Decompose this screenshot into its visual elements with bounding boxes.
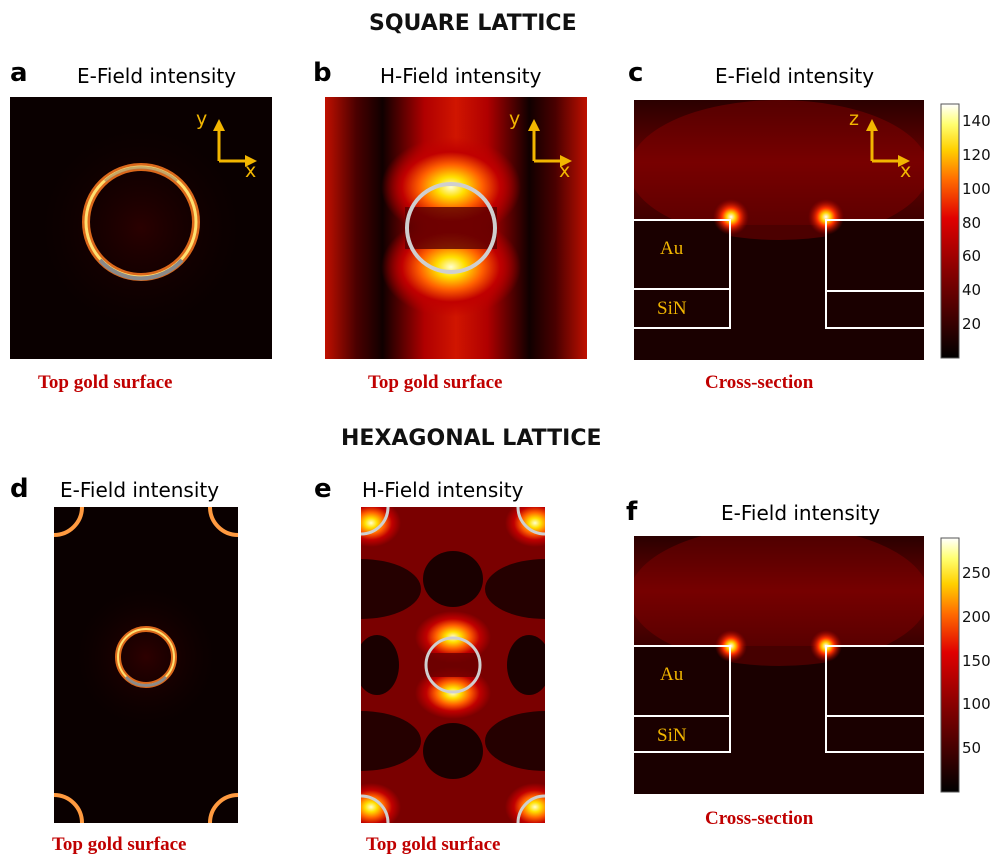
- panel-c-sin-label: SiN: [657, 298, 687, 319]
- colorbar-tick-label: 50: [962, 739, 982, 758]
- colorbar-tick-label: 20: [962, 315, 982, 334]
- panel-a-axis-y-label: y: [196, 108, 208, 130]
- panel-b-axis-arrows: [528, 119, 572, 167]
- panel-a-caption: Top gold surface: [38, 372, 173, 393]
- panel-b-field-map: [325, 97, 587, 359]
- panel-c-axis-x-label: x: [900, 160, 912, 182]
- hexagonal-lattice-title: HEXAGONAL LATTICE: [341, 426, 602, 451]
- panel-e-letter: e: [314, 474, 332, 504]
- panel-a-letter: a: [10, 58, 28, 88]
- colorbar-tick-label: 200: [962, 607, 991, 626]
- panel-f-sin-label: SiN: [657, 725, 687, 746]
- panel-c-letter: c: [628, 58, 644, 88]
- panel-b-heading: H-Field intensity: [380, 64, 542, 88]
- colorbar-tick-label: 120: [962, 145, 991, 164]
- colorbar-tick-label: 80: [962, 213, 982, 232]
- panel-d-letter: d: [10, 474, 29, 504]
- panel-a-field-map: [10, 97, 272, 359]
- panel-c-au-label: Au: [660, 238, 684, 259]
- panel-c-axis-arrows: [866, 119, 910, 167]
- panel-b-axis-x-label: x: [559, 160, 571, 182]
- panel-b-caption: Top gold surface: [368, 372, 503, 393]
- panel-a-heading: E-Field intensity: [77, 64, 237, 88]
- panel-e-caption: Top gold surface: [366, 834, 501, 855]
- panel-b-axis-y-label: y: [509, 108, 521, 130]
- panel-d-heading: E-Field intensity: [60, 478, 220, 502]
- panel-f-au-label: Au: [660, 664, 684, 685]
- colorbar-tick-label: 40: [962, 281, 982, 300]
- panel-f-colorbar: [940, 537, 960, 793]
- panel-f-heading: E-Field intensity: [721, 501, 881, 525]
- colorbar-tick-label: 60: [962, 247, 982, 266]
- panel-a-axis-x-label: x: [245, 160, 257, 182]
- panel-c-axis-z-label: z: [849, 108, 859, 130]
- panel-d-field-map: [54, 507, 238, 823]
- panel-c-heading: E-Field intensity: [715, 64, 875, 88]
- colorbar-tick-label: 140: [962, 111, 991, 130]
- colorbar-tick-label: 100: [962, 179, 991, 198]
- panel-f-caption: Cross-section: [705, 808, 814, 829]
- panel-e-heading: H-Field intensity: [362, 478, 524, 502]
- panel-b-letter: b: [313, 58, 332, 88]
- panel-f-letter: f: [626, 497, 638, 527]
- panel-f-field-map: [634, 536, 924, 794]
- square-lattice-title: SQUARE LATTICE: [369, 11, 577, 36]
- panel-d-caption: Top gold surface: [52, 834, 187, 855]
- panel-c-caption: Cross-section: [705, 372, 814, 393]
- colorbar-tick-label: 250: [962, 564, 991, 583]
- panel-e-field-map: [361, 507, 545, 823]
- panel-c-colorbar: [940, 103, 960, 359]
- colorbar-tick-label: 100: [962, 695, 991, 714]
- panel-a-axis-arrows: [213, 119, 257, 167]
- colorbar-tick-label: 150: [962, 651, 991, 670]
